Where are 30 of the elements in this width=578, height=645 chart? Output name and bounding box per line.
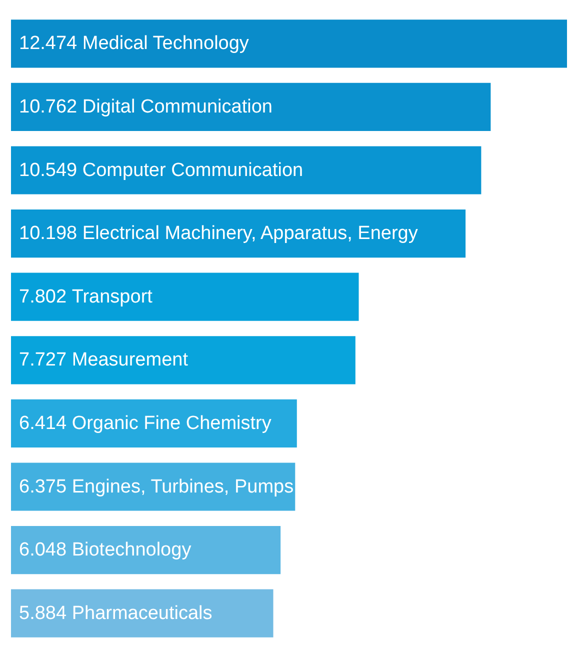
bar xyxy=(11,146,482,194)
y-tick-label: Computer Communication xyxy=(82,160,304,181)
bar xyxy=(11,399,297,448)
y-tick-label: Medical Technology xyxy=(82,33,250,54)
bar xyxy=(11,526,281,574)
y-tick-label: Transport xyxy=(72,286,154,308)
bar xyxy=(11,20,567,68)
data-label: 6.375 xyxy=(19,476,67,498)
data-label: 7.727 xyxy=(19,350,67,371)
bar xyxy=(11,336,356,384)
bar xyxy=(11,462,296,511)
y-tick-label: Biotechnology xyxy=(72,540,192,561)
data-label: 10.762 xyxy=(19,96,78,118)
y-tick-label: Engines, Turbines, Pumps xyxy=(72,476,294,498)
y-tick-label: Digital Communication xyxy=(82,96,272,118)
data-label: 6.414 xyxy=(19,412,67,434)
bar xyxy=(11,589,274,638)
data-label: 10.198 xyxy=(19,223,78,244)
data-label: 10.549 xyxy=(19,160,78,181)
data-label: 5.884 xyxy=(19,602,67,624)
bar xyxy=(11,272,359,321)
data-label: 6.048 xyxy=(19,540,67,561)
data-label: 12.474 xyxy=(19,33,78,54)
y-tick-label: Pharmaceuticals xyxy=(72,602,212,624)
y-tick-label: Electrical Machinery, Apparatus, Energy xyxy=(82,223,418,244)
data-label: 7.802 xyxy=(19,286,67,308)
y-tick-label: Organic Fine Chemistry xyxy=(72,412,272,434)
bar xyxy=(11,209,466,258)
y-tick-label: Measurement xyxy=(72,350,189,371)
bar xyxy=(11,82,491,132)
